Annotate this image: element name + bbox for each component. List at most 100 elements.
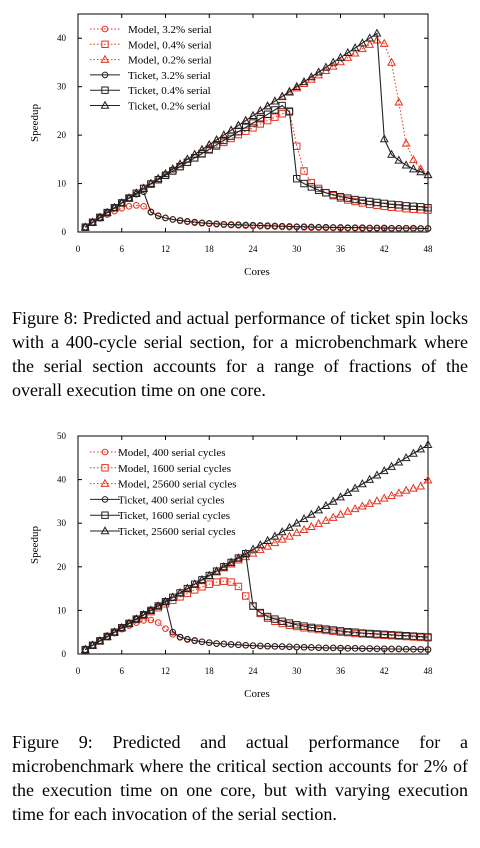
data-point	[212, 135, 221, 144]
data-point	[249, 602, 257, 610]
data-point	[408, 154, 418, 164]
data-point	[191, 218, 198, 226]
data-point	[249, 124, 257, 132]
data-point	[387, 490, 396, 500]
data-point	[205, 219, 213, 227]
data-point	[293, 621, 301, 629]
data-point	[351, 645, 359, 652]
data-point	[293, 643, 301, 651]
data-point	[307, 178, 316, 187]
data-point	[424, 646, 432, 653]
data-point	[424, 204, 432, 212]
data-point	[299, 513, 309, 523]
data-point	[256, 608, 264, 617]
legend-marker	[101, 25, 109, 33]
data-point	[117, 198, 127, 207]
x-tick-label: 42	[380, 244, 389, 254]
series-line	[84, 191, 428, 229]
legend-entry: Model, 0.4% serial	[90, 39, 212, 51]
data-point	[197, 575, 207, 584]
data-point	[314, 186, 323, 195]
data-point	[263, 535, 273, 544]
data-point	[205, 639, 213, 646]
data-point	[336, 192, 345, 201]
data-point	[359, 645, 366, 652]
series-line	[85, 619, 428, 651]
data-point	[343, 506, 353, 515]
data-point	[233, 553, 243, 562]
legend-entry: Model, 25600 serial cycles	[90, 479, 237, 491]
series-ticket-square	[81, 101, 432, 231]
data-point	[300, 643, 308, 651]
legend-marker	[100, 100, 110, 109]
legend-marker	[101, 464, 109, 472]
data-point	[350, 503, 360, 513]
data-point	[417, 225, 425, 232]
data-point	[271, 113, 279, 121]
data-point	[329, 626, 337, 634]
data-point	[401, 138, 411, 147]
data-point	[153, 173, 163, 183]
data-point	[380, 645, 388, 653]
y-tick-label: 10	[57, 179, 67, 189]
data-point	[212, 566, 221, 575]
data-point	[278, 222, 286, 230]
data-point	[423, 439, 433, 449]
data-point	[220, 220, 228, 228]
data-point	[387, 57, 396, 66]
data-point	[306, 521, 316, 530]
data-point	[321, 62, 331, 71]
data-point	[401, 452, 411, 462]
data-point	[409, 202, 418, 211]
data-point	[242, 641, 250, 649]
data-point	[388, 645, 395, 653]
data-point	[162, 625, 169, 633]
data-point	[357, 38, 367, 47]
series-model-circle	[81, 202, 432, 233]
legend-label: Model, 1600 serial cycles	[118, 463, 231, 475]
data-point	[270, 96, 280, 105]
x-tick-label: 18	[205, 244, 215, 254]
data-point	[344, 645, 352, 652]
data-point	[308, 223, 315, 231]
data-point	[351, 224, 359, 231]
x-tick-label: 24	[249, 244, 259, 254]
data-point	[424, 633, 432, 641]
y-axis-label: Speedup	[29, 526, 41, 564]
data-point	[408, 164, 418, 173]
data-point	[365, 629, 374, 638]
data-point	[204, 570, 214, 579]
data-point	[373, 630, 381, 638]
data-point	[133, 202, 140, 209]
data-point	[314, 505, 324, 514]
data-point	[395, 201, 403, 209]
x-tick-label: 30	[292, 244, 302, 254]
data-point	[204, 139, 214, 149]
data-point	[350, 483, 360, 492]
legend-label: Ticket, 25600 serial cycles	[118, 526, 236, 538]
data-point	[394, 155, 404, 164]
data-point	[321, 515, 331, 524]
data-point	[372, 35, 382, 44]
data-point	[351, 628, 359, 636]
data-point	[161, 169, 170, 178]
data-point	[88, 640, 98, 649]
legend-marker	[101, 511, 109, 519]
y-tick-label: 0	[62, 227, 67, 237]
data-point	[292, 518, 302, 527]
data-point	[285, 522, 294, 531]
data-point	[256, 222, 264, 229]
data-point	[124, 193, 134, 202]
data-point	[293, 142, 301, 150]
y-tick-label: 10	[57, 605, 67, 615]
y-tick-label: 20	[57, 130, 67, 140]
data-point	[307, 623, 316, 632]
data-point	[395, 224, 403, 232]
data-point	[388, 224, 395, 232]
data-point	[358, 629, 367, 637]
data-point	[255, 540, 265, 549]
data-point	[147, 616, 155, 624]
data-point	[344, 628, 352, 636]
data-point	[147, 208, 155, 216]
legend-label: Ticket, 0.4% serial	[128, 85, 211, 97]
